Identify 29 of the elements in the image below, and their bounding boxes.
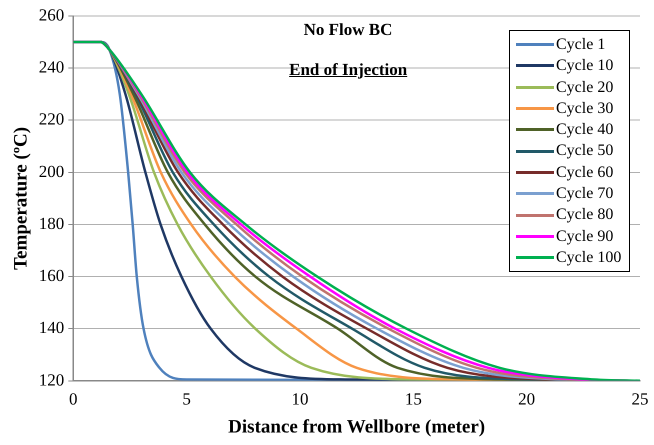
x-tick-label: 20 — [518, 389, 536, 408]
y-tick-label: 240 — [38, 58, 64, 77]
legend-label: Cycle 70 — [556, 184, 614, 204]
annotation: No Flow BC — [304, 20, 392, 40]
y-tick-label: 140 — [38, 318, 64, 338]
y-tick-label: 260 — [38, 5, 64, 24]
legend-label: Cycle 60 — [556, 162, 614, 183]
x-tick-label: 25 — [632, 389, 648, 408]
legend-label: Cycle 50 — [556, 141, 614, 162]
x-tick-label: 0 — [69, 389, 78, 408]
y-tick-label: 160 — [38, 266, 64, 286]
legend-label: Cycle 10 — [556, 56, 614, 76]
legend-label: Cycle 40 — [556, 120, 614, 140]
annotation: End of Injection — [289, 60, 408, 80]
legend-label: Cycle 30 — [556, 98, 614, 119]
x-tick-label: 10 — [291, 389, 308, 408]
y-tick-label: 200 — [38, 162, 64, 181]
x-tick-label: 15 — [404, 389, 422, 408]
y-tick-label: 180 — [38, 214, 64, 233]
y-tick-label: 220 — [38, 110, 64, 129]
legend-label: Cycle 90 — [556, 226, 614, 247]
x-tick-label: 5 — [182, 389, 191, 408]
legend-label: Cycle 1 — [556, 35, 606, 55]
x-axis-title: Distance from Wellbore (meter) — [228, 416, 486, 438]
legend-label: Cycle 20 — [556, 78, 614, 98]
legend-label: Cycle 100 — [556, 248, 622, 268]
legend-label: Cycle 80 — [556, 205, 614, 226]
y-axis-title: Temperature (ºC) — [10, 126, 32, 270]
y-tick-label: 120 — [38, 370, 64, 390]
